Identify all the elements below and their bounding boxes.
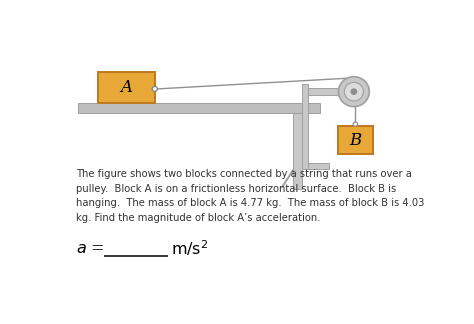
- Bar: [308, 88, 338, 95]
- Bar: [301, 85, 308, 169]
- Circle shape: [152, 87, 157, 91]
- Circle shape: [344, 82, 364, 101]
- Bar: [78, 103, 320, 113]
- Circle shape: [353, 122, 357, 126]
- Text: $a$ =: $a$ =: [76, 240, 104, 257]
- Text: m/s$^2$: m/s$^2$: [171, 238, 209, 258]
- Text: B: B: [349, 132, 362, 149]
- Bar: [338, 126, 373, 154]
- Bar: [338, 90, 342, 93]
- Circle shape: [351, 89, 356, 94]
- Text: A: A: [120, 79, 132, 96]
- Circle shape: [338, 77, 369, 107]
- Bar: [292, 113, 301, 189]
- Bar: [98, 72, 155, 103]
- Bar: [308, 163, 328, 169]
- Text: The figure shows two blocks connected by a string that runs over a
pulley.  Bloc: The figure shows two blocks connected by…: [76, 169, 424, 223]
